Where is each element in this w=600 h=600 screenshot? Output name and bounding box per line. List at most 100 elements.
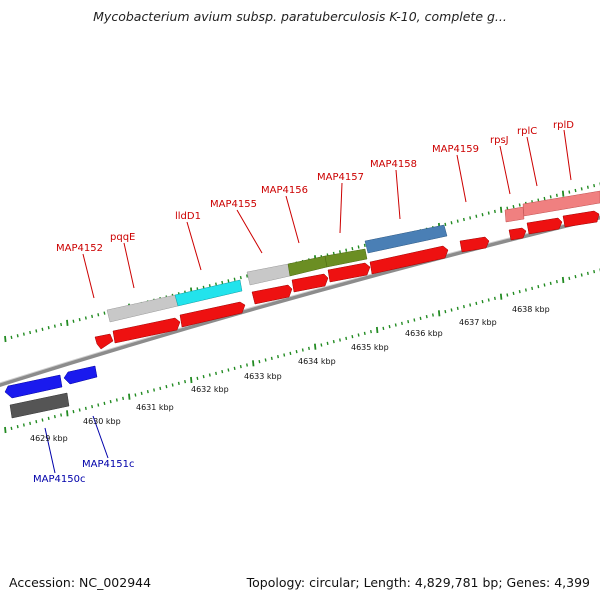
minor-tick	[512, 204, 515, 209]
minor-tick	[345, 248, 348, 252]
minor-tick	[593, 270, 596, 274]
minor-tick	[29, 330, 32, 335]
gene-label-MAP4157[interactable]: MAP4157	[317, 172, 364, 183]
cds-arrow-1[interactable]	[94, 333, 114, 350]
gene-label-MAP4151c[interactable]: MAP4151c	[82, 459, 134, 470]
accession-text: Accession: NC_002944	[9, 575, 152, 590]
minor-tick	[388, 325, 391, 329]
minor-tick	[586, 185, 589, 189]
minor-tick	[146, 390, 149, 394]
minor-tick	[456, 306, 459, 310]
minor-tick	[413, 318, 416, 322]
feature-bar-darkgrey[interactable]	[9, 392, 70, 419]
minor-tick	[531, 286, 534, 290]
minor-tick	[91, 405, 94, 409]
minor-tick	[227, 368, 230, 372]
minor-tick	[16, 425, 19, 429]
gene-label-MAP4156[interactable]: MAP4156	[261, 185, 308, 196]
major-tick	[252, 360, 255, 367]
major-tick	[437, 310, 441, 317]
tick-label: 4638 kbp	[512, 305, 550, 314]
major-tick	[4, 426, 7, 434]
minor-tick	[41, 418, 44, 422]
gene-label-MAP4152[interactable]: MAP4152	[56, 243, 103, 254]
tick-label: 4632 kbp	[191, 385, 229, 394]
minor-tick	[277, 355, 279, 359]
minor-tick	[469, 216, 472, 220]
forward-features	[94, 190, 600, 350]
cds-arrow-3[interactable]	[179, 301, 246, 328]
cds-arrow-6[interactable]	[327, 262, 371, 283]
feature-bar-green-2[interactable]	[324, 248, 368, 268]
minor-tick	[574, 188, 577, 193]
minor-tick	[47, 416, 50, 420]
gene-label-pqqE[interactable]: pqqE	[110, 232, 135, 243]
minor-tick	[10, 335, 13, 340]
minor-tick	[159, 386, 162, 390]
minor-tick	[493, 296, 496, 300]
feature-bar-pink-1[interactable]	[504, 206, 525, 223]
minor-tick	[444, 222, 447, 227]
tick-label: 4635 kbp	[351, 343, 389, 352]
gene-label-MAP4150c[interactable]: MAP4150c	[33, 474, 85, 485]
minor-tick	[60, 413, 63, 417]
minor-tick	[580, 187, 583, 191]
major-tick	[314, 343, 317, 350]
minor-tick	[555, 193, 558, 197]
gene-label-rplC[interactable]: rplC	[517, 126, 537, 137]
minor-tick	[400, 321, 403, 325]
feature-bar-steelblue[interactable]	[364, 224, 448, 254]
minor-tick	[320, 343, 323, 347]
cds-arrow-2[interactable]	[112, 317, 181, 344]
minor-tick	[53, 324, 56, 328]
feature-bar-pink-2[interactable]	[522, 190, 600, 217]
minor-tick	[29, 421, 32, 425]
major-tick	[499, 206, 503, 213]
minor-tick	[177, 381, 180, 385]
minor-tick	[419, 316, 422, 320]
gene-label-rplD[interactable]: rplD	[553, 120, 574, 131]
minor-tick	[208, 373, 211, 377]
minor-tick	[518, 203, 521, 207]
minor-tick	[593, 183, 596, 188]
minor-tick	[53, 415, 56, 419]
tick-label: 4630 kbp	[83, 417, 121, 426]
cds-arrow-5[interactable]	[291, 273, 329, 293]
minor-tick	[549, 281, 552, 285]
minor-tick	[543, 283, 546, 287]
minor-tick	[574, 275, 577, 279]
cds-arrow-8[interactable]	[459, 236, 490, 253]
gene-label-MAP4158[interactable]: MAP4158	[370, 159, 417, 170]
cds-arrow-reverse-2[interactable]	[63, 365, 98, 385]
minor-tick	[450, 308, 453, 312]
feature-bar-grey-1[interactable]	[106, 294, 179, 323]
cds-arrow-9[interactable]	[508, 227, 527, 241]
minor-tick	[258, 360, 261, 364]
major-tick	[561, 190, 565, 197]
minor-tick	[246, 363, 249, 367]
feature-bar-grey-2[interactable]	[246, 263, 291, 286]
feature-bar-green-1[interactable]	[287, 255, 328, 277]
gene-label-MAP4155[interactable]: MAP4155	[210, 199, 257, 210]
minor-tick	[122, 396, 125, 400]
minor-tick	[215, 282, 218, 286]
gene-label-rpsJ[interactable]: rpsJ	[490, 135, 509, 146]
cds-arrow-7[interactable]	[369, 245, 449, 275]
minor-tick	[246, 274, 249, 278]
cds-arrow-4[interactable]	[251, 284, 293, 305]
gene-label-MAP4159[interactable]: MAP4159	[432, 144, 479, 155]
cds-arrow-10[interactable]	[526, 217, 563, 235]
minor-tick	[84, 406, 87, 410]
cds-arrow-11[interactable]	[562, 210, 600, 228]
minor-tick	[456, 219, 459, 223]
gene-labels: MAP4152 pqqE lldD1 MAP4155 MAP4156 MAP41…	[33, 120, 574, 485]
minor-tick	[60, 322, 63, 327]
gene-label-lldD1[interactable]: lldD1	[175, 211, 201, 222]
minor-tick	[543, 196, 546, 201]
minor-tick	[215, 371, 218, 375]
minor-tick	[586, 271, 589, 275]
feature-bar-cyan[interactable]	[174, 279, 243, 307]
minor-tick	[369, 330, 372, 334]
cds-arrow-reverse-1[interactable]	[4, 374, 63, 399]
